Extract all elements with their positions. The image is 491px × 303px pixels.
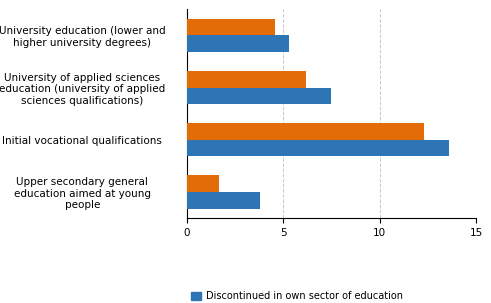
Bar <box>187 88 331 104</box>
Bar <box>187 192 260 209</box>
Bar <box>187 71 306 88</box>
Bar <box>187 175 219 192</box>
Bar <box>187 123 424 140</box>
Legend: Discontinued in own sector of education, Discontinued completely education leadi: Discontinued in own sector of education,… <box>191 291 491 303</box>
Bar <box>187 35 289 52</box>
Bar <box>187 18 275 35</box>
Bar <box>187 140 449 156</box>
